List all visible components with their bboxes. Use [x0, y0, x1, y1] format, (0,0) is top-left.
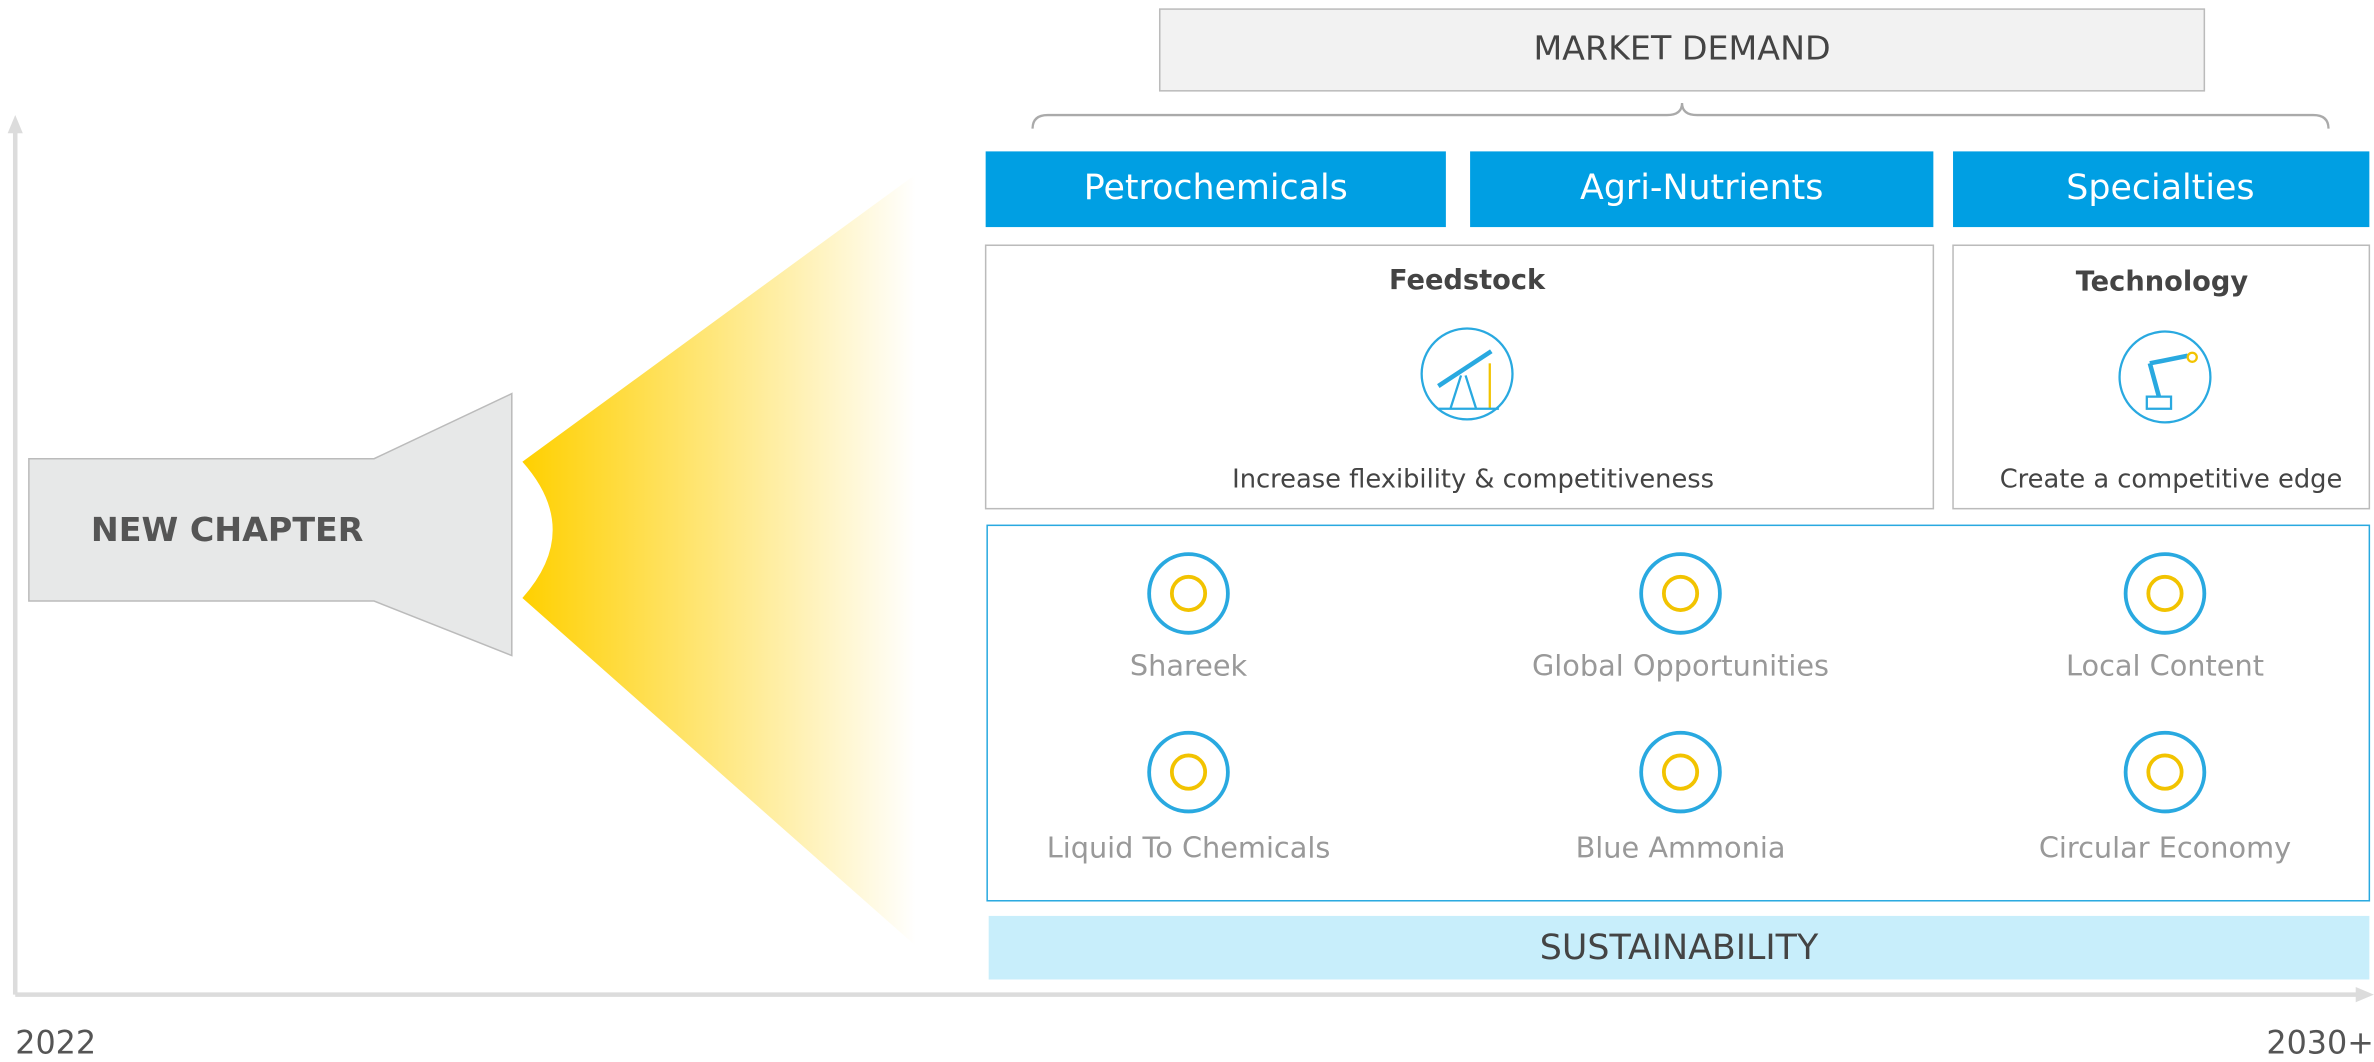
sustainability-bar — [988, 915, 2370, 980]
pillar-caption: Increase flexibility & competitiveness — [1232, 464, 1714, 494]
initiative-label: Shareek — [1130, 649, 1248, 683]
pillar-title: Feedstock — [1389, 265, 1546, 296]
initiative-icon — [1147, 552, 1230, 635]
initiative-label: Liquid To Chemicals — [1047, 830, 1331, 864]
initiative-icon-accent — [1661, 753, 1700, 791]
initiative-icon — [2123, 552, 2207, 635]
initiative-icon-accent — [2146, 753, 2184, 791]
axis-start: 2022 — [15, 1025, 96, 1062]
pillar-caption: Create a competitive edge — [2000, 464, 2343, 494]
segment-box — [1470, 151, 1934, 228]
segment-box — [1953, 151, 2370, 228]
market-demand-label: MARKET DEMAND — [1533, 28, 1830, 67]
axes — [12, 127, 2365, 997]
market-demand-box — [1158, 8, 2206, 92]
initiative-label: Local Content — [2066, 649, 2264, 683]
pillar-box — [1952, 244, 2371, 510]
axis-arrow — [2355, 987, 2374, 1003]
initiative-icon — [1639, 730, 1722, 814]
axis-end: 2030+ — [2266, 1025, 2374, 1062]
initiative-label: Circular Economy — [2039, 830, 2291, 864]
initiative-icon-accent — [1661, 574, 1700, 612]
initiative-label: Blue Ammonia — [1576, 830, 1786, 864]
initiative-icon — [1147, 730, 1230, 814]
initiatives-box — [986, 524, 2371, 902]
initiative-icon — [1639, 552, 1722, 635]
initiative-icon — [2123, 730, 2207, 814]
new-chapter-label: NEW CHAPTER — [91, 510, 364, 549]
robot-icon — [2118, 330, 2212, 424]
initiatives: Shareek Global Opportunities Local Content… — [1047, 552, 2291, 864]
initiative-icon-accent — [2146, 574, 2184, 612]
segment-box — [985, 151, 1446, 228]
pump-icon — [1420, 327, 1514, 421]
initiative-label: Global Opportunities — [1532, 649, 1829, 683]
new-chapter-shape — [28, 392, 513, 657]
brace — [1031, 102, 2330, 129]
segment-label: Agri-Nutrients — [1580, 168, 1823, 208]
sustainability-label: SUSTAINABILITY — [1540, 928, 1819, 968]
segment-label: Petrochemicals — [1084, 168, 1348, 208]
initiative-icon-accent — [1169, 753, 1208, 791]
beam — [522, 174, 917, 947]
segment-label: Specialties — [2066, 168, 2254, 208]
axis-arrow — [7, 115, 23, 134]
pillar-title: Technology — [2076, 267, 2249, 298]
initiative-icon-accent — [1169, 574, 1208, 612]
